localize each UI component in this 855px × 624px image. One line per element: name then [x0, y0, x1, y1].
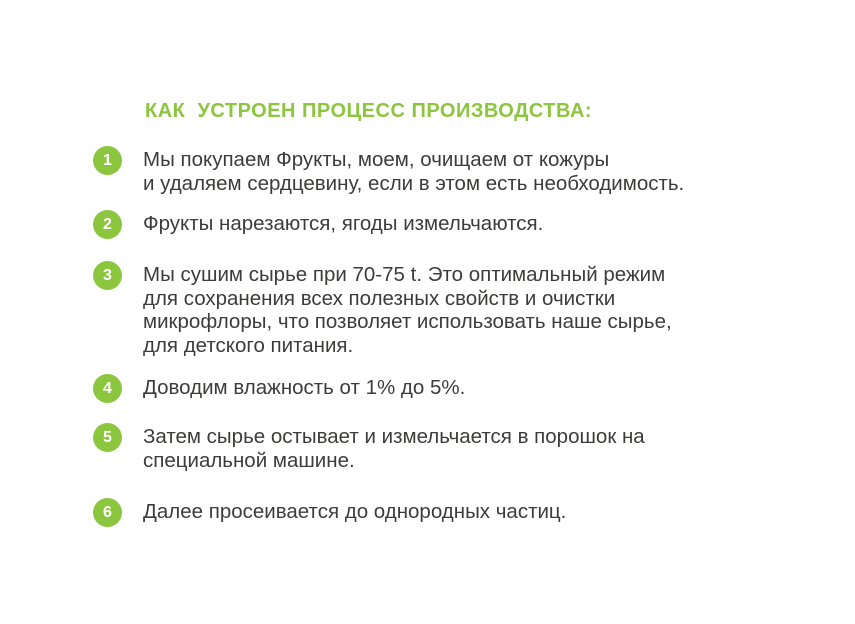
- step-text: Фрукты нарезаются, ягоды измельчаются.: [143, 212, 544, 235]
- content-area: КАК УСТРОЕН ПРОЦЕСС ПРОИЗВОДСТВА: 1 Мы п…: [93, 100, 805, 527]
- step-number-badge: 1: [93, 146, 122, 175]
- step-number-badge: 2: [93, 210, 122, 239]
- step-item-2: 2 Фрукты нарезаются, ягоды измельчаются.: [93, 210, 805, 239]
- step-text: Затем сырье остывает и измельчается в по…: [143, 425, 645, 472]
- step-text: Доводим влажность от 1% до 5%.: [143, 376, 466, 399]
- process-steps-list: 1 Мы покупаем Фрукты, моем, очищаем от к…: [93, 146, 805, 527]
- page-title: КАК УСТРОЕН ПРОЦЕСС ПРОИЗВОДСТВА:: [145, 100, 593, 122]
- step-number-badge: 6: [93, 498, 122, 527]
- step-number-badge: 3: [93, 261, 122, 290]
- step-text: Далее просеивается до однородных частиц.: [143, 500, 567, 523]
- step-number-badge: 4: [93, 374, 122, 403]
- step-item-6: 6 Далее просеивается до однородных части…: [93, 498, 805, 527]
- step-item-4: 4 Доводим влажность от 1% до 5%.: [93, 374, 805, 403]
- step-text: Мы покупаем Фрукты, моем, очищаем от кож…: [143, 148, 685, 195]
- step-item-5: 5 Затем сырье остывает и измельчается в …: [93, 423, 805, 472]
- step-text: Мы сушим сырье при 70-75 t. Это оптималь…: [143, 263, 672, 357]
- step-number-badge: 5: [93, 423, 122, 452]
- step-item-1: 1 Мы покупаем Фрукты, моем, очищаем от к…: [93, 146, 805, 195]
- step-item-3: 3 Мы сушим сырье при 70-75 t. Это оптима…: [93, 261, 805, 357]
